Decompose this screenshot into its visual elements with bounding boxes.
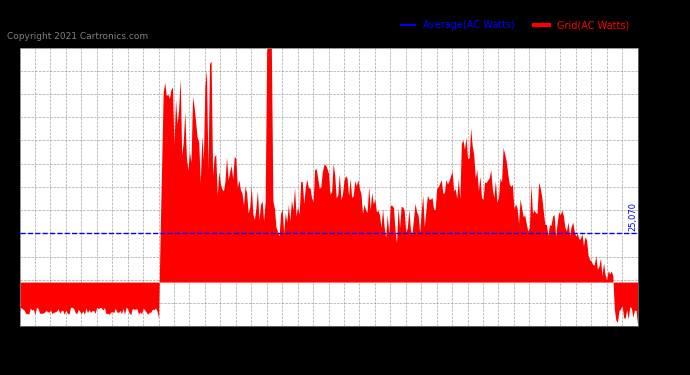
Legend: Average(AC Watts), Grid(AC Watts): Average(AC Watts), Grid(AC Watts) [397, 16, 633, 34]
Title: Grid Power & Average Power (output watts)  Sun Feb 14 16:32: Grid Power & Average Power (output watts… [112, 31, 545, 45]
Text: Copyright 2021 Cartronics.com: Copyright 2021 Cartronics.com [7, 32, 148, 41]
Text: 25,070: 25,070 [629, 202, 638, 231]
